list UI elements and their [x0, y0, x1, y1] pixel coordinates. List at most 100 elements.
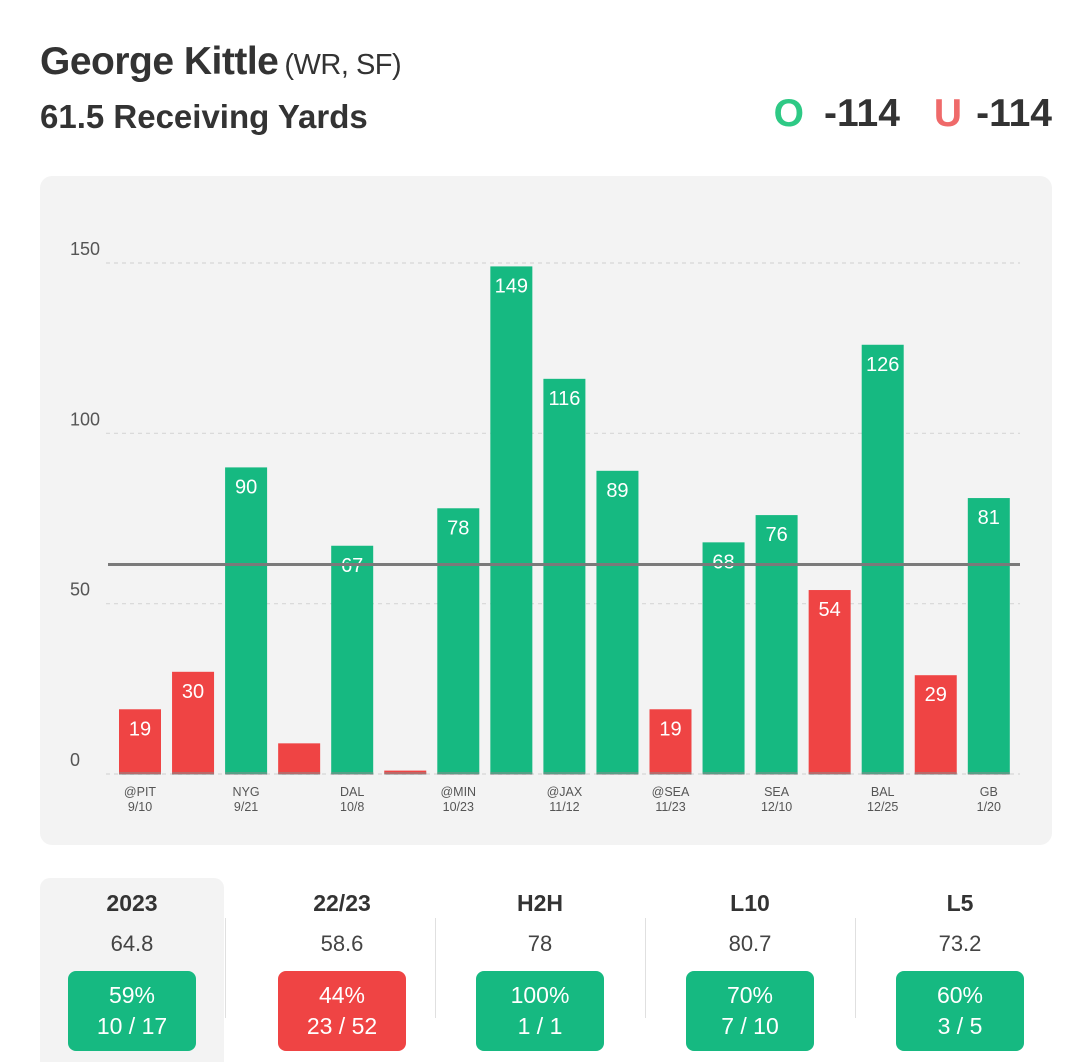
data-label: 81: [978, 507, 1000, 529]
stat-hit-pct: 70%: [726, 982, 774, 1008]
stat-column-h2h[interactable]: H2H 78 100% 1 / 1: [448, 878, 632, 1062]
stat-hit-record: 1 / 1: [517, 1013, 563, 1039]
x-tick-date: 11/23: [655, 800, 685, 814]
x-tick-label: NYG: [233, 785, 260, 799]
y-tick-label: 150: [70, 239, 100, 259]
bar-base: [967, 772, 1010, 775]
bar: [172, 671, 215, 774]
bar-base: [331, 772, 374, 775]
bar-base: [437, 772, 480, 775]
bar: [808, 590, 851, 774]
stat-average: 58.6: [320, 931, 364, 956]
bar-base: [649, 772, 692, 775]
bar-base: [808, 772, 851, 775]
x-tick-date: 12/10: [761, 800, 792, 814]
data-label: 149: [495, 275, 528, 297]
bar-base: [861, 772, 904, 775]
stat-hit-pct: 100%: [510, 982, 570, 1008]
stat-hit-record: 23 / 52: [306, 1013, 378, 1039]
data-label: 54: [819, 599, 841, 621]
stat-hit-record: 7 / 10: [721, 1013, 779, 1039]
bar: [755, 515, 798, 774]
y-tick-label: 50: [70, 580, 90, 600]
stat-hit-pct: 44%: [318, 982, 366, 1008]
player-name: George Kittle: [40, 40, 279, 83]
x-tick-date: 11/12: [549, 800, 579, 814]
bar: [967, 498, 1010, 774]
data-label: 126: [866, 354, 899, 376]
stat-hit-pct: 60%: [936, 982, 984, 1008]
bar-base: [543, 772, 586, 775]
bar: [119, 709, 161, 774]
stat-column-l5[interactable]: L5 73.2 60% 3 / 5: [868, 878, 1052, 1062]
x-tick-label: GB: [980, 785, 998, 799]
x-tick-label: SEA: [764, 785, 790, 799]
data-label: 78: [447, 517, 469, 539]
stat-average: 80.7: [728, 931, 772, 956]
over-odds[interactable]: -114: [824, 92, 900, 135]
x-tick-date: 9/10: [128, 800, 152, 814]
stat-label: H2H: [516, 890, 563, 916]
stat-hit-record: 3 / 5: [937, 1013, 983, 1039]
y-tick-label: 100: [70, 409, 100, 429]
bar: [225, 467, 268, 774]
x-tick-label: @MIN: [440, 785, 476, 799]
x-tick-label: BAL: [871, 785, 895, 799]
stat-label: L5: [946, 890, 974, 916]
data-label: 76: [765, 524, 787, 546]
data-label: 29: [925, 684, 947, 706]
x-tick-label: @JAX: [547, 785, 583, 799]
stat-hit-pct: 59%: [108, 982, 156, 1008]
data-label: 19: [129, 718, 151, 740]
stat-average: 64.8: [110, 931, 154, 956]
x-tick-label: DAL: [340, 785, 364, 799]
stat-hit-record: 10 / 17: [96, 1013, 168, 1039]
y-tick-label: 0: [70, 750, 80, 770]
x-tick-label: @PIT: [124, 785, 156, 799]
bar: [278, 743, 321, 774]
x-tick-date: 9/21: [234, 800, 258, 814]
bar-base: [119, 772, 161, 775]
stat-column-l10[interactable]: L10 80.7 70% 7 / 10: [658, 878, 842, 1062]
stat-average: 78: [527, 931, 553, 956]
bar: [702, 542, 745, 774]
stat-label: L10: [730, 890, 770, 916]
player-meta: (WR, SF): [284, 49, 402, 81]
data-label: 90: [235, 476, 257, 498]
bar-base: [755, 772, 798, 775]
stat-hit-rate-box: 70% 7 / 10: [686, 971, 814, 1051]
bar: [861, 344, 904, 774]
bar-base: [490, 772, 533, 775]
bar: [490, 266, 533, 774]
bar-chart-card: 05010015019@PIT9/103090NYG9/2167DAL10/87…: [40, 176, 1052, 845]
bar: [331, 545, 374, 774]
stat-label: 2023: [106, 890, 158, 916]
x-tick-date: 12/25: [867, 800, 898, 814]
stat-hit-rate-box: 60% 3 / 5: [896, 971, 1024, 1051]
player-title: George Kittle (WR, SF): [40, 40, 1052, 84]
data-label: 19: [659, 718, 681, 740]
market-label: 61.5 Receiving Yards: [40, 98, 368, 135]
bar: [914, 675, 957, 774]
stat-column-last-season[interactable]: 22/23 58.6 44% 23 / 52: [250, 878, 434, 1062]
stats-row: 2023 64.8 59% 10 / 17 22/23 58.6 44% 23 …: [40, 878, 1052, 1062]
under-icon: U: [933, 92, 963, 135]
bar: [543, 378, 586, 774]
prop-header: George Kittle (WR, SF) 61.5 Receiving Yar…: [40, 40, 1052, 136]
data-label: 30: [182, 681, 204, 703]
x-tick-label: @SEA: [652, 785, 690, 799]
over-icon: O: [773, 92, 805, 135]
stat-column-season[interactable]: 2023 64.8 59% 10 / 17: [40, 878, 224, 1062]
bar: [649, 709, 692, 774]
stat-divider: [855, 918, 856, 1018]
bar: [596, 470, 639, 774]
stat-label: 22/23: [313, 890, 371, 916]
bar-base: [596, 772, 639, 775]
under-odds[interactable]: -114: [976, 92, 1052, 135]
data-label: 68: [712, 551, 734, 573]
stat-average: 73.2: [938, 931, 982, 956]
data-label: 89: [606, 480, 628, 502]
data-label: 116: [548, 388, 580, 410]
bar-base: [278, 772, 321, 775]
bar-base: [384, 772, 427, 775]
